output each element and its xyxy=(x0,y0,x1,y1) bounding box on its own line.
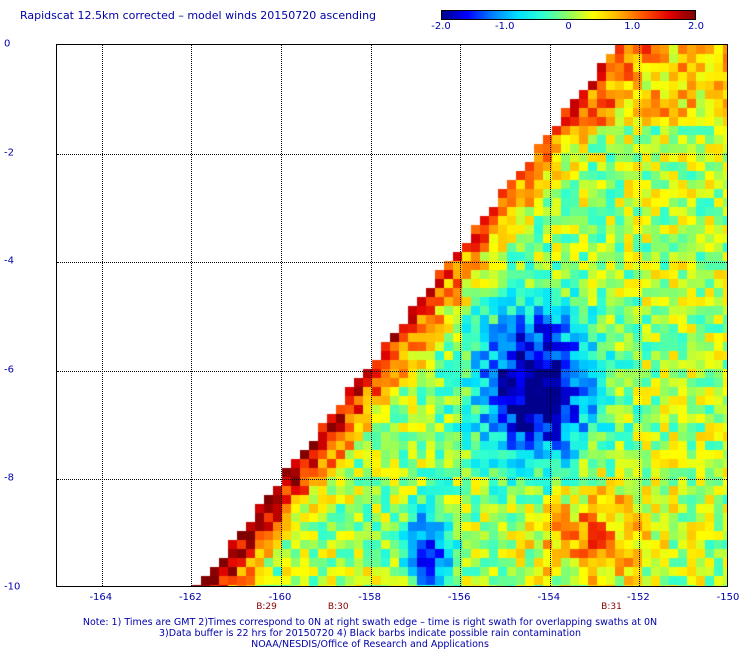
note-line-1: Note: 1) Times are GMT 2)Times correspon… xyxy=(82,617,658,628)
note-line-2: 3)Data buffer is 22 hrs for 20150720 4) … xyxy=(159,628,581,639)
latitude-gridline xyxy=(57,479,727,481)
colorbar-tick-label: 1.0 xyxy=(624,21,641,32)
colorbar xyxy=(441,10,696,20)
colorbar-tick-label: 2.0 xyxy=(688,21,704,32)
latitude-tick-label: -4 xyxy=(4,255,14,267)
latitude-tick-label: -2 xyxy=(4,147,14,159)
wind-difference-map xyxy=(56,44,728,587)
colorbar-tick-label: -1.0 xyxy=(494,21,515,32)
map-title: Rapidscat 12.5km corrected – model winds… xyxy=(20,9,377,22)
colorbar-tick-label: 0 xyxy=(565,21,572,32)
wind-field-canvas xyxy=(57,45,727,586)
longitude-tick-label: -164 xyxy=(89,592,113,603)
longitude-gridline xyxy=(281,45,282,586)
note-line-3: NOAA/NESDIS/Office of Research and Appli… xyxy=(251,639,489,650)
longitude-gridline xyxy=(101,45,103,586)
longitude-gridline xyxy=(639,45,641,586)
revolution-label: B:30 xyxy=(327,602,349,612)
longitude-gridline xyxy=(460,45,462,586)
latitude-gridline xyxy=(57,153,727,155)
longitude-tick-label: -154 xyxy=(537,592,561,603)
longitude-gridline xyxy=(549,45,551,586)
latitude-tick-label: 0 xyxy=(4,38,11,50)
latitude-gridline xyxy=(57,262,727,264)
latitude-gridline xyxy=(57,370,727,372)
longitude-tick-label: -162 xyxy=(179,592,202,603)
latitude-tick-label: -8 xyxy=(4,472,14,484)
longitude-tick-label: -150 xyxy=(716,592,740,603)
longitude-tick-label: -158 xyxy=(358,592,381,603)
colorbar-tick-label: -2.0 xyxy=(431,21,451,32)
revolution-label: B:29 xyxy=(256,602,277,612)
longitude-gridline xyxy=(370,45,372,586)
longitude-gridline xyxy=(191,45,193,586)
latitude-tick-label: -10 xyxy=(4,581,21,593)
longitude-tick-label: -152 xyxy=(627,592,650,603)
longitude-tick-label: -156 xyxy=(447,592,471,603)
revolution-label: B:31 xyxy=(601,602,622,612)
latitude-tick-label: -6 xyxy=(4,364,14,376)
longitude-tick-label: -160 xyxy=(268,592,292,603)
